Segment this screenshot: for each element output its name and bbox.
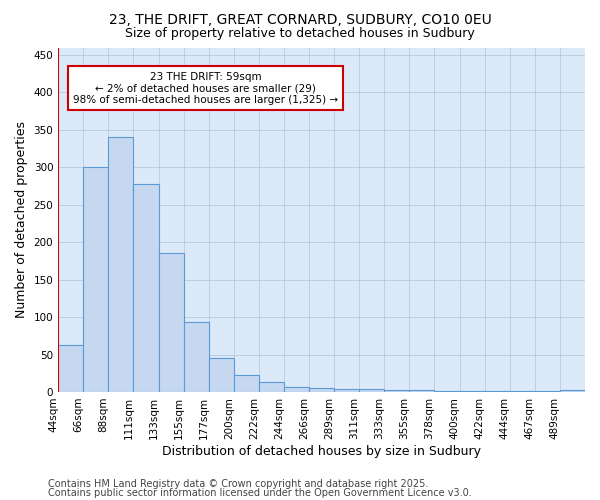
Bar	[259, 382, 284, 392]
Bar	[409, 390, 434, 392]
Bar	[385, 390, 409, 392]
Bar	[535, 391, 560, 392]
Bar	[460, 391, 485, 392]
Bar	[83, 166, 109, 392]
Text: 23, THE DRIFT, GREAT CORNARD, SUDBURY, CO10 0EU: 23, THE DRIFT, GREAT CORNARD, SUDBURY, C…	[109, 12, 491, 26]
Bar	[434, 391, 460, 392]
Bar	[284, 386, 309, 392]
Bar	[334, 389, 359, 392]
Bar	[209, 358, 234, 392]
Bar	[234, 374, 259, 392]
Text: Contains HM Land Registry data © Crown copyright and database right 2025.: Contains HM Land Registry data © Crown c…	[48, 479, 428, 489]
Text: Contains public sector information licensed under the Open Government Licence v3: Contains public sector information licen…	[48, 488, 472, 498]
X-axis label: Distribution of detached houses by size in Sudbury: Distribution of detached houses by size …	[162, 444, 481, 458]
Text: Size of property relative to detached houses in Sudbury: Size of property relative to detached ho…	[125, 28, 475, 40]
Text: 23 THE DRIFT: 59sqm
← 2% of detached houses are smaller (29)
98% of semi-detache: 23 THE DRIFT: 59sqm ← 2% of detached hou…	[73, 72, 338, 105]
Bar	[485, 391, 510, 392]
Bar	[109, 138, 133, 392]
Y-axis label: Number of detached properties: Number of detached properties	[15, 121, 28, 318]
Bar	[309, 388, 334, 392]
Bar	[510, 391, 535, 392]
Bar	[184, 322, 209, 392]
Bar	[158, 254, 184, 392]
Bar	[133, 184, 158, 392]
Bar	[560, 390, 585, 392]
Bar	[58, 345, 83, 392]
Bar	[359, 389, 385, 392]
